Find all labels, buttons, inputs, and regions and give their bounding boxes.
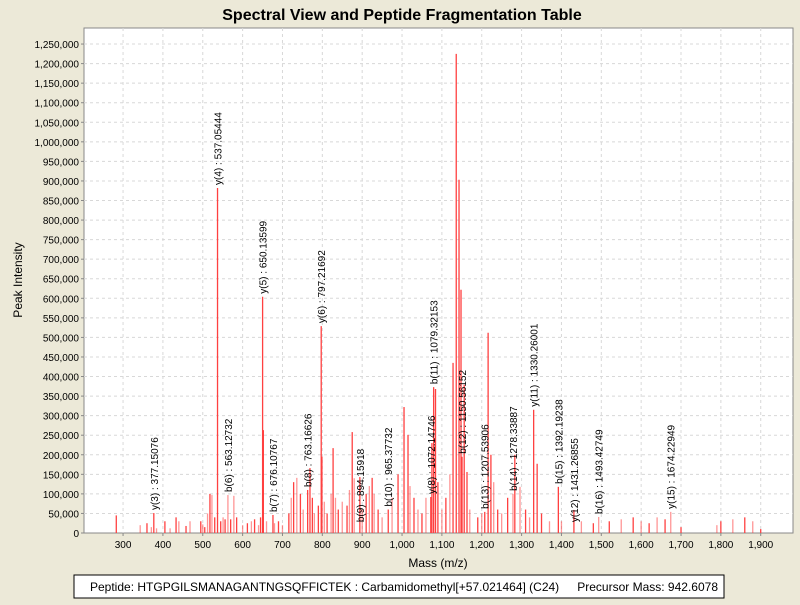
peak-annotation: y(3) : 377.15076 <box>150 437 161 510</box>
peak-annotation: y(5) : 650.13599 <box>259 220 270 293</box>
precursor-mass: Precursor Mass: 942.6078 <box>577 580 718 594</box>
y-tick-label: 450,000 <box>43 353 80 364</box>
peak-annotation: y(15) : 1674.22949 <box>667 424 678 508</box>
x-tick-label: 600 <box>234 540 251 551</box>
x-tick-label: 1,500 <box>589 540 614 551</box>
peak-annotation: b(8) : 763.16626 <box>304 413 315 487</box>
y-tick-label: 400,000 <box>43 373 80 384</box>
y-tick-label: 750,000 <box>43 236 80 247</box>
peak-annotation: b(14) : 1278.33887 <box>509 406 520 491</box>
peak-annotation: b(10) : 965.37732 <box>384 427 395 506</box>
y-axis: 0 50,000 100,000 150,000 200,000 250,000 300,0… <box>35 40 84 540</box>
peak-annotation: b(12) : 1150.56152 <box>458 370 469 454</box>
x-tick-label: 800 <box>314 540 331 551</box>
y-tick-label: 1,100,000 <box>35 99 80 110</box>
plot-area <box>83 27 794 534</box>
x-tick-label: 1,700 <box>668 540 693 551</box>
peptide-info-box <box>73 574 725 599</box>
y-tick-label: 50,000 <box>48 509 79 520</box>
x-tick-label: 1,100 <box>429 540 454 551</box>
y-tick-label: 850,000 <box>43 197 80 208</box>
x-tick-label: 1,300 <box>509 540 534 551</box>
y-tick-label: 150,000 <box>43 470 80 481</box>
peak-annotation: b(9) : 894.15918 <box>356 448 367 522</box>
y-tick-label: 950,000 <box>43 157 80 168</box>
y-tick-label: 350,000 <box>43 392 80 403</box>
x-axis-label: Mass (m/z) <box>408 556 467 570</box>
y-tick-label: 600,000 <box>43 294 80 305</box>
y-tick-label: 900,000 <box>43 177 80 188</box>
y-tick-label: 800,000 <box>43 216 80 227</box>
peak-annotation: y(12) : 1431.26855 <box>570 438 581 522</box>
y-tick-label: 250,000 <box>43 431 80 442</box>
x-tick-label: 700 <box>274 540 291 551</box>
peak-annotation: y(11) : 1330.26001 <box>530 323 541 407</box>
chart-title: Spectral View and Peptide Fragmentation … <box>222 7 582 24</box>
y-tick-label: 1,050,000 <box>35 118 80 129</box>
x-tick-label: 300 <box>115 540 132 551</box>
y-tick-label: 1,200,000 <box>35 60 80 71</box>
x-tick-label: 1,400 <box>549 540 574 551</box>
y-tick-label: 700,000 <box>43 255 80 266</box>
x-tick-label: 1,200 <box>469 540 494 551</box>
y-tick-label: 1,000,000 <box>35 138 80 149</box>
x-tick-label: 1,800 <box>708 540 733 551</box>
y-tick-label: 650,000 <box>43 275 80 286</box>
peak-annotation: b(7) : 676.10767 <box>269 438 280 512</box>
y-tick-label: 500,000 <box>43 333 80 344</box>
peak-annotation: b(11) : 1079.32153 <box>430 300 441 384</box>
y-tick-label: 0 <box>73 529 79 540</box>
annotations: y(3) : 377.15076 y(4) : 537.05444 b(6) : 5… <box>150 112 678 522</box>
grid <box>84 28 793 533</box>
peptide-sequence: Peptide: HTGPGILSMANAGANTNGSQFFICTEK : C… <box>90 580 559 594</box>
y-tick-label: 1,150,000 <box>35 79 80 90</box>
x-tick-label: 900 <box>354 540 371 551</box>
x-tick-label: 400 <box>155 540 172 551</box>
peak-annotation: b(6) : 563.12732 <box>224 418 235 492</box>
x-tick-label: 1,000 <box>390 540 415 551</box>
y-axis-label: Peak Intensity <box>11 242 25 317</box>
y-tick-label: 200,000 <box>43 451 80 462</box>
y-tick-label: 550,000 <box>43 314 80 325</box>
peak-annotation: b(16) : 1493.42749 <box>595 429 606 514</box>
peak-annotation: y(8) : 1072.14746 <box>427 415 438 494</box>
x-tick-label: 1,600 <box>629 540 654 551</box>
x-tick-label: 1,900 <box>748 540 773 551</box>
peak-annotation: b(15) : 1392.19238 <box>554 399 565 484</box>
y-tick-label: 100,000 <box>43 490 80 501</box>
peak-annotation: b(13) : 1207.53906 <box>481 424 492 509</box>
x-tick-label: 500 <box>194 540 211 551</box>
y-tick-label: 1,250,000 <box>35 40 80 51</box>
y-tick-label: 300,000 <box>43 412 80 423</box>
peaks <box>115 53 762 533</box>
x-axis: 300 400 500 600 700 800 900 1,000 1,100 1,200 1,30… <box>115 533 774 551</box>
peak-annotation: y(6) : 797.21692 <box>317 250 328 323</box>
peak-annotation: y(4) : 537.05444 <box>214 112 225 185</box>
